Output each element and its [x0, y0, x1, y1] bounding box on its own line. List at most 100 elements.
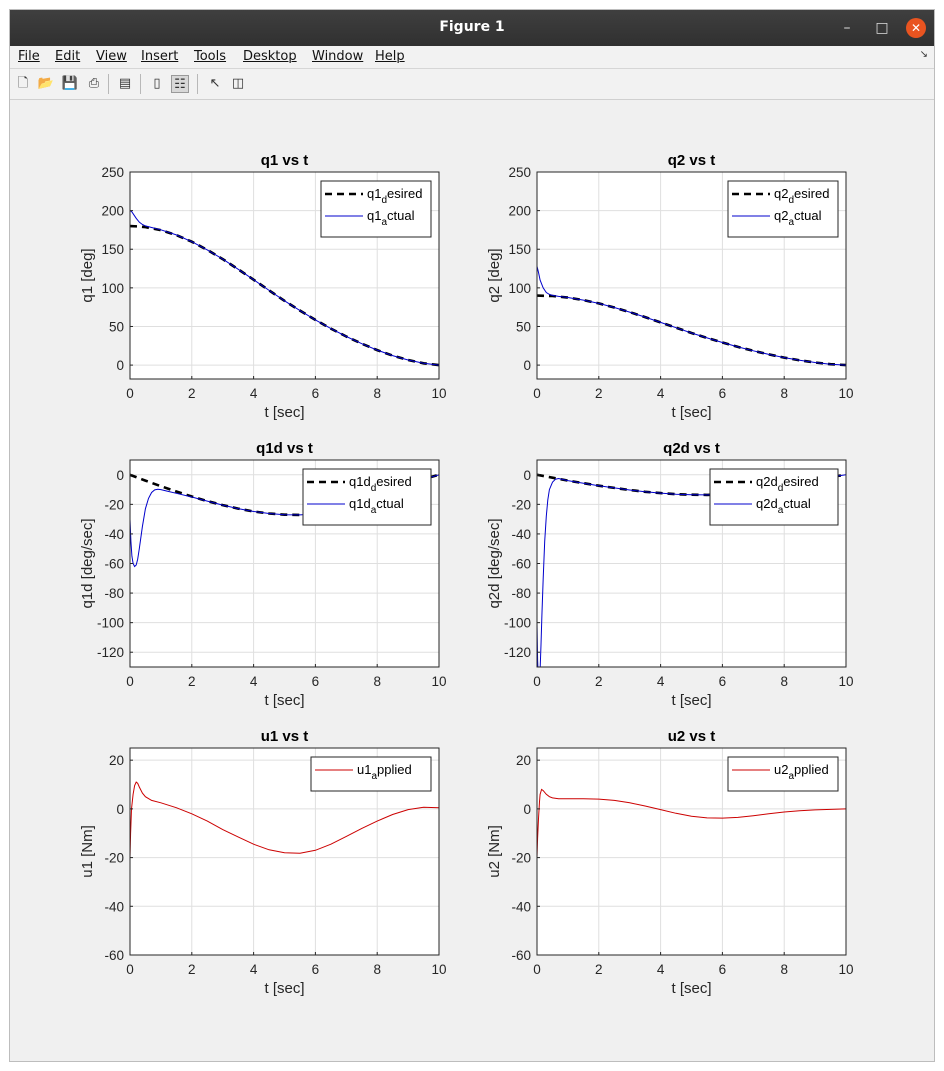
window-title: Figure 1: [439, 19, 505, 35]
x-tick-label: 10: [838, 962, 853, 977]
minimize-icon[interactable]: –: [843, 20, 851, 36]
x-tick-label: 2: [188, 962, 196, 977]
x-tick-label: 0: [533, 674, 541, 689]
legend-box: [727, 180, 839, 238]
legend-box: [310, 756, 432, 792]
x-tick-label: 4: [657, 674, 665, 689]
x-tick-label: 10: [838, 386, 853, 401]
y-axis-label: q1d [deg/sec]: [79, 518, 96, 608]
y-tick-label: -120: [97, 645, 124, 660]
new-figure-icon[interactable]: 🗋: [17, 76, 29, 91]
legend: u2applied: [727, 756, 839, 792]
plot-axes-4: 0 2 4 6 8 10 0 -20 -40 -60 -80 -100 -120 q2d vs t t [s…: [486, 440, 854, 709]
menu-file[interactable]: File: [18, 49, 40, 64]
legend-entry: q2dactual: [756, 496, 811, 516]
x-tick-label: 0: [533, 962, 541, 977]
legend-box: [320, 180, 432, 238]
y-tick-label: 100: [101, 281, 124, 296]
x-tick-label: 0: [126, 674, 134, 689]
y-tick-label: -100: [97, 616, 124, 631]
legend-entry: q1desired: [367, 186, 422, 206]
y-tick-label: 0: [523, 358, 531, 373]
menu-window[interactable]: Window: [312, 49, 364, 64]
x-tick-label: 10: [838, 674, 853, 689]
y-tick-label: 150: [508, 242, 531, 257]
y-tick-label: -60: [104, 557, 124, 572]
y-tick-label: 20: [109, 753, 124, 768]
series-line-u2-applied: [537, 788, 846, 858]
axes-frame: [536, 747, 847, 956]
legend-entry: q2desired: [774, 186, 829, 206]
x-tick-label: 4: [250, 386, 258, 401]
y-tick-label: -40: [511, 899, 531, 914]
y-tick-label: -60: [511, 948, 531, 963]
toolbar: 🗋 📂 💾 ⎙ ▤ ▯ ☷ ↖ ◫: [10, 69, 934, 100]
maximize-icon[interactable]: □: [875, 20, 889, 36]
menu-help[interactable]: Help: [375, 49, 405, 64]
x-tick-label: 4: [657, 962, 665, 977]
y-tick-label: 20: [516, 753, 531, 768]
x-axis-label: t [sec]: [264, 404, 304, 421]
y-axis-label: q2 [deg]: [486, 248, 503, 302]
y-axis-label: q2d [deg/sec]: [486, 518, 503, 608]
legend-entry: u2applied: [774, 762, 829, 782]
open-file-icon[interactable]: 📂: [37, 76, 55, 91]
plot-title: u1 vs t: [261, 728, 309, 745]
y-axis-label: u1 [Nm]: [79, 825, 96, 878]
x-tick-label: 0: [126, 962, 134, 977]
toolbar-separator: [108, 74, 109, 94]
x-tick-label: 6: [312, 386, 320, 401]
series-line-q2-actual: [537, 266, 846, 366]
series-line-u1-applied: [130, 781, 439, 858]
colorbar-icon[interactable]: ▯: [153, 76, 161, 91]
pointer-icon[interactable]: ↖: [209, 76, 221, 91]
close-icon[interactable]: ✕: [906, 18, 926, 38]
x-tick-label: 6: [719, 386, 727, 401]
x-tick-label: 8: [373, 962, 381, 977]
y-tick-label: 150: [101, 242, 124, 257]
print-icon[interactable]: ⎙: [88, 76, 100, 91]
legend-entry: q1ddesired: [349, 474, 412, 494]
menu-desktop[interactable]: Desktop: [243, 49, 297, 64]
y-tick-label: -100: [504, 616, 531, 631]
toolbar-separator: [197, 74, 198, 94]
y-tick-label: -80: [104, 586, 124, 601]
legend-icon[interactable]: ☷: [171, 75, 189, 93]
y-tick-label: 0: [116, 468, 124, 483]
y-tick-label: -40: [104, 899, 124, 914]
x-tick-label: 8: [780, 674, 788, 689]
menu-insert[interactable]: Insert: [141, 49, 179, 64]
x-tick-label: 4: [657, 386, 665, 401]
print-preview-icon[interactable]: ▤: [118, 76, 132, 91]
y-tick-label: -60: [511, 557, 531, 572]
axes-frame: [536, 171, 847, 380]
y-tick-label: 200: [101, 204, 124, 219]
plot-axes-3: 0 2 4 6 8 10 0 -20 -40 -60 -80 -100 -120 q1d vs t t [s…: [79, 440, 447, 709]
plot-title: q1d vs t: [256, 440, 313, 457]
legend: u1applied: [310, 756, 432, 792]
menu-tools[interactable]: Tools: [194, 49, 227, 64]
x-tick-label: 10: [431, 674, 446, 689]
y-tick-label: 0: [523, 468, 531, 483]
menu-dock-arrow-icon[interactable]: ↘: [919, 49, 928, 60]
menu-view[interactable]: View: [96, 49, 127, 64]
legend-box: [302, 468, 432, 526]
x-tick-label: 10: [431, 386, 446, 401]
y-tick-label: -40: [104, 527, 124, 542]
menu-edit[interactable]: Edit: [55, 49, 81, 64]
y-tick-label: 0: [116, 802, 124, 817]
x-axis-label: t [sec]: [264, 692, 304, 709]
property-editor-icon[interactable]: ◫: [231, 76, 245, 91]
plot-title: q1 vs t: [261, 152, 309, 169]
y-tick-label: 100: [508, 281, 531, 296]
x-tick-label: 6: [312, 674, 320, 689]
x-tick-label: 2: [188, 386, 196, 401]
x-tick-label: 8: [373, 386, 381, 401]
save-icon[interactable]: 💾: [61, 76, 79, 91]
legend-entry: u1applied: [357, 762, 412, 782]
series-line-q1-actual: [130, 210, 439, 366]
